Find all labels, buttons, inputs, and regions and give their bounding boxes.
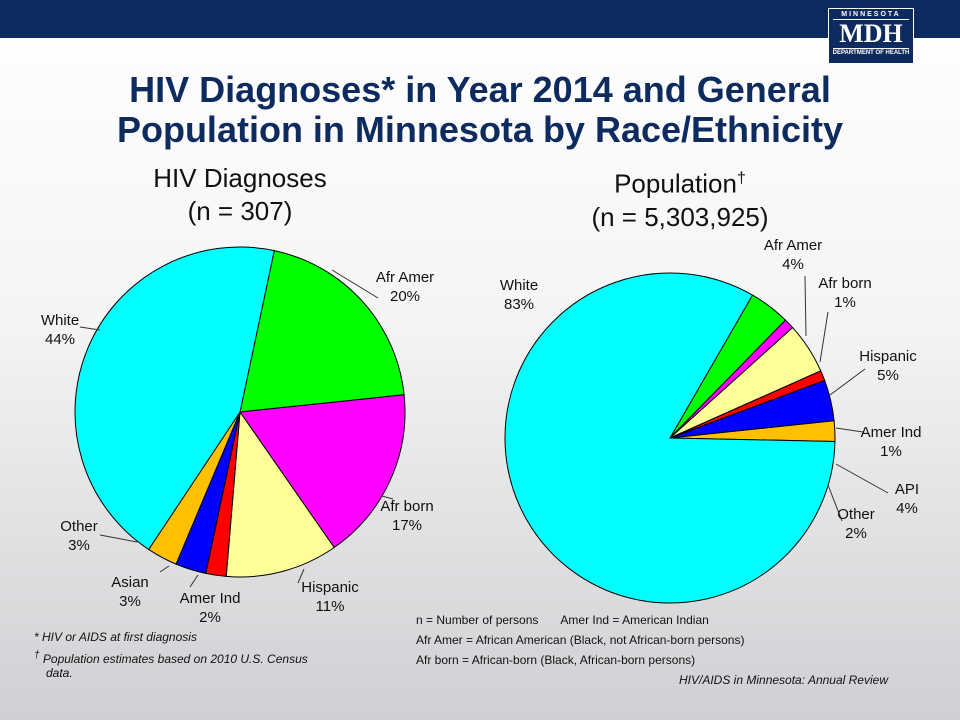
slice-label: Hispanic [301,579,359,596]
population-chart-title-line2: (n = 5,303,925) [591,201,769,232]
slice-label: Afr born [380,498,433,515]
slice-label: Amer Ind [861,424,922,441]
top-banner [0,0,960,38]
population-pie [504,272,836,604]
hiv-diagnoses-pie [74,246,406,578]
slice-percent-label: 17% [392,517,422,534]
slice-percent-label: 4% [782,256,804,273]
slice-label: Afr Amer [376,269,434,286]
slice-percent-label: 3% [68,537,90,554]
leader-line [189,574,199,588]
slice-label: White [500,277,538,294]
slice-percent-label: 20% [390,288,420,305]
leader-line [804,275,807,337]
slice-percent-label: 2% [845,525,867,542]
leader-line [835,427,864,433]
slice-percent-label: 2% [199,609,221,626]
slice-label: Afr Amer [764,237,822,254]
slide-title: HIV Diagnoses* in Year 2014 and General … [20,70,940,150]
hiv-chart-title: HIV Diagnoses (n = 307) [130,162,350,228]
slice-percent-label: 5% [877,367,899,384]
legend-line1: n = Number of persons Amer Ind = American… [416,613,709,627]
slice-label: Afr born [818,275,871,292]
slice-percent-label: 4% [896,500,918,517]
population-chart-title-line1: Population† [614,168,746,199]
pie-labels: Afr Amer 20% Afr born 17% Hispanic 11% Amer In… [41,237,922,626]
legend-line3: Afr born = African-born (Black, African-… [416,653,696,667]
leader-line [829,368,866,396]
leader-line [79,326,101,331]
logo-top-text: MINNESOTA [841,11,901,18]
slice-label: White [41,312,79,329]
logo-bottom-text: DEPARTMENT OF HEALTH [832,50,910,56]
slice-label: Other [60,518,98,535]
slice-label: API [895,481,919,498]
leader-line [99,534,138,543]
leader-line [827,484,843,522]
slice-label: Hispanic [859,348,917,365]
logo-main-text: MDH [833,19,909,49]
population-chart-title: Population† (n = 5,303,925) [560,162,800,234]
slice-label: Other [837,506,875,523]
footnote-population: † Population estimates based on 2010 U.S… [34,650,308,680]
leader-line [835,463,889,494]
leader-line [819,311,829,363]
slide-title-line2: Population in Minnesota by Race/Ethnicit… [116,109,844,150]
footnote-hiv: * HIV or AIDS at first diagnosis [34,630,197,644]
hiv-chart-title-line1: HIV Diagnoses [153,163,327,193]
slide-title-line1: HIV Diagnoses* in Year 2014 and General [129,69,831,110]
pie-slice-afr-amer [239,250,405,413]
mdh-logo: MINNESOTA MDH DEPARTMENT OF HEALTH [828,8,914,64]
slice-percent-label: 11% [316,598,345,615]
slice-label: Amer Ind [180,590,241,607]
pie-slice-afr-born [239,394,406,549]
leader-line [331,269,379,299]
source-citation: HIV/AIDS in Minnesota: Annual Review [679,673,888,687]
slice-percent-label: 44% [45,331,75,348]
legend-line2: Afr Amer = African American (Black, not … [416,633,745,647]
slice-label: Asian [111,574,149,591]
slice-percent-label: 3% [119,593,141,610]
footnotes: * HIV or AIDS at first diagnosis † Popul… [34,630,364,680]
pie-slice-white [74,246,275,551]
leader-line [159,565,170,573]
leader-line [381,495,394,500]
abbreviation-legend: n = Number of persons Amer Ind = American… [416,613,846,673]
slice-percent-label: 83% [504,296,534,313]
slice-percent-label: 1% [834,294,856,311]
hiv-chart-title-line2: (n = 307) [187,196,293,226]
slice-percent-label: 1% [880,443,902,460]
pie-slice-white [504,272,836,604]
pie-slice-hispanic [225,410,335,578]
leader-line [297,568,305,584]
